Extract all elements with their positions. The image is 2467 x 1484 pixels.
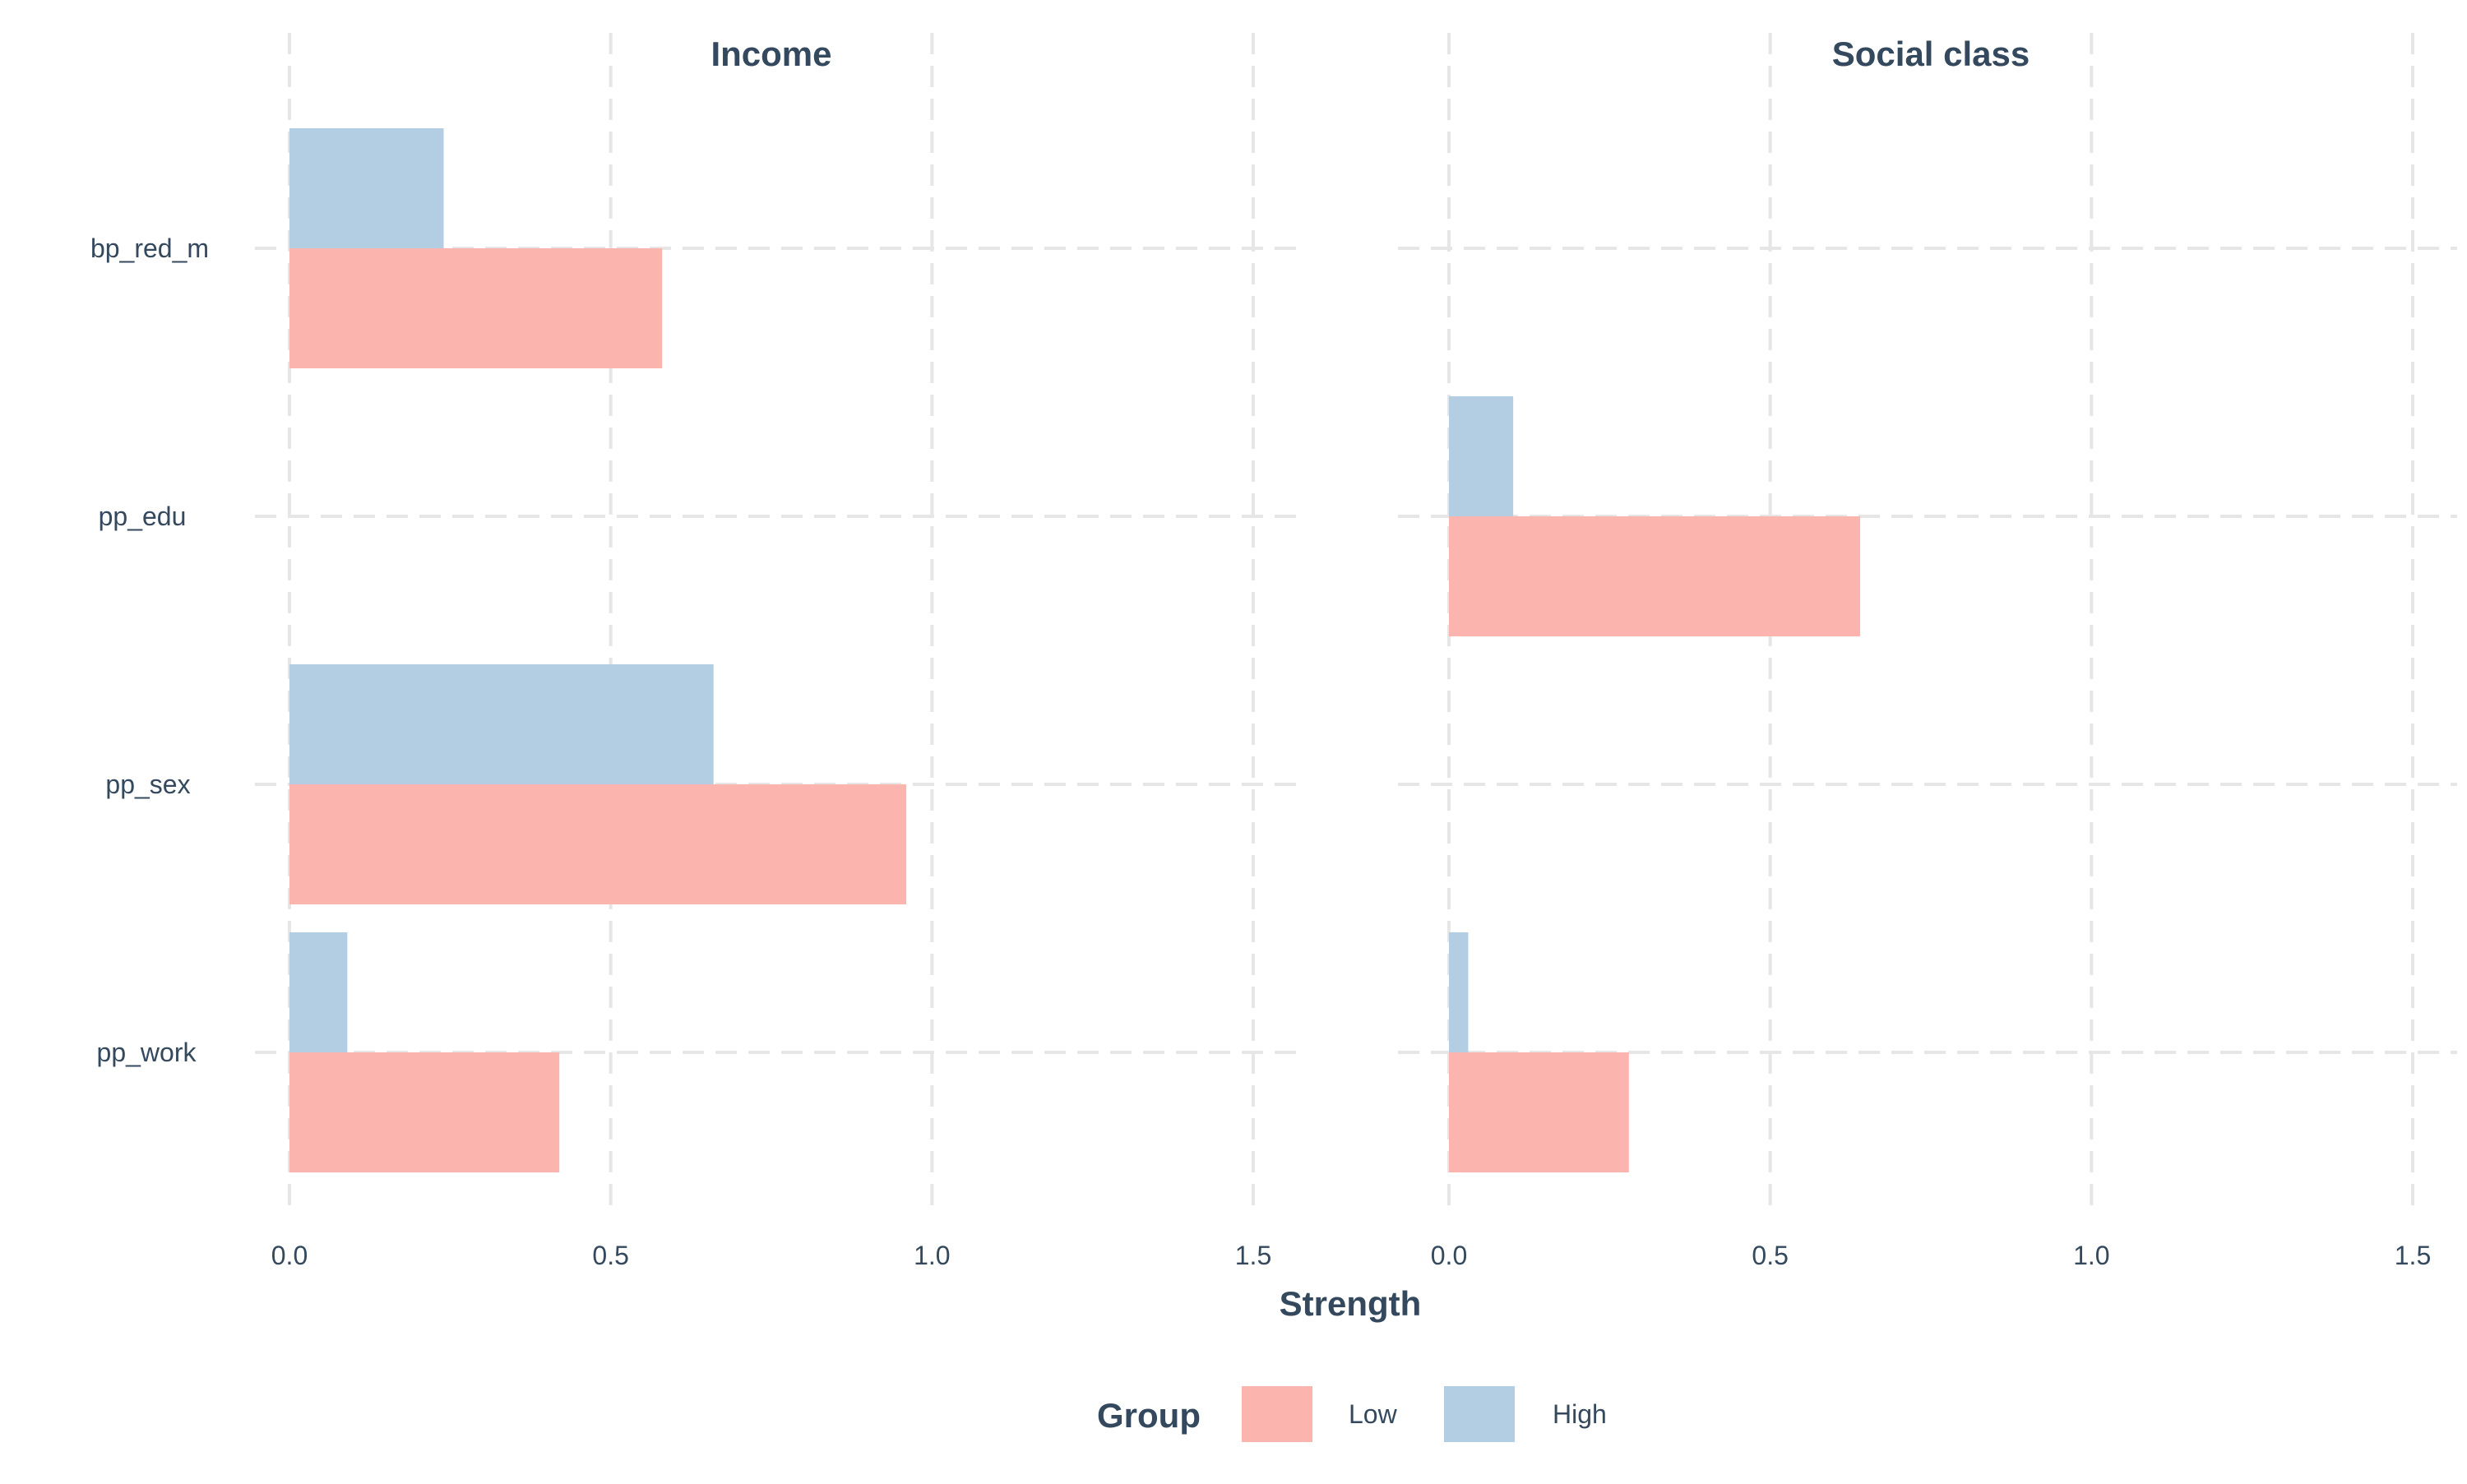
legend-key-low bbox=[1242, 1386, 1312, 1442]
x-tick-label: 0.5 bbox=[592, 1241, 628, 1270]
legend-key-high bbox=[1444, 1386, 1515, 1442]
panel-title: Income bbox=[710, 35, 831, 73]
x-tick-label: 1.0 bbox=[2073, 1241, 2109, 1270]
x-tick-label: 0.5 bbox=[1752, 1241, 1788, 1270]
x-axis-title: Strength bbox=[1280, 1284, 1422, 1323]
bar-low bbox=[1449, 1052, 1629, 1172]
x-tick-label: 1.5 bbox=[2395, 1241, 2431, 1270]
legend-label-high: High bbox=[1553, 1399, 1607, 1429]
bar-low bbox=[289, 1052, 560, 1172]
bar-high bbox=[289, 664, 714, 784]
legend: Group Low High bbox=[1097, 1386, 1607, 1442]
x-tick-label: 1.0 bbox=[914, 1241, 950, 1270]
y-tick-label: bp_red_m bbox=[90, 233, 209, 263]
bar-low bbox=[289, 248, 663, 368]
legend-entries: Low High bbox=[1242, 1386, 1607, 1442]
x-tick-label: 1.5 bbox=[1235, 1241, 1271, 1270]
bar-low bbox=[289, 784, 907, 904]
y-tick-label: pp_sex bbox=[105, 770, 190, 799]
y-tick-label: pp_work bbox=[97, 1038, 197, 1067]
y-tick-label: pp_edu bbox=[99, 502, 187, 531]
x-tick-label: 0.0 bbox=[271, 1241, 308, 1270]
bar-low bbox=[1449, 516, 1861, 636]
panel-1: 0.0 0.5 1.0 1.5 Social class bbox=[1398, 33, 2457, 1270]
y-axis-labels: bp_red_m pp_edu pp_sex pp_work bbox=[90, 233, 209, 1067]
legend-title: Group bbox=[1097, 1396, 1201, 1435]
legend-label-low: Low bbox=[1349, 1399, 1398, 1429]
x-tick-label: 0.0 bbox=[1431, 1241, 1467, 1270]
bar-high bbox=[1449, 932, 1469, 1052]
panel-title: Social class bbox=[1832, 35, 2030, 73]
bar-high bbox=[289, 932, 348, 1052]
bar-high bbox=[289, 128, 444, 248]
panels-layer: 0.0 0.5 1.0 1.5 Income 0.0 0.5 1.0 1.5 Social cla… bbox=[90, 33, 2457, 1270]
bar-high bbox=[1449, 396, 1514, 516]
panel-0: 0.0 0.5 1.0 1.5 Income bbox=[255, 33, 1298, 1270]
